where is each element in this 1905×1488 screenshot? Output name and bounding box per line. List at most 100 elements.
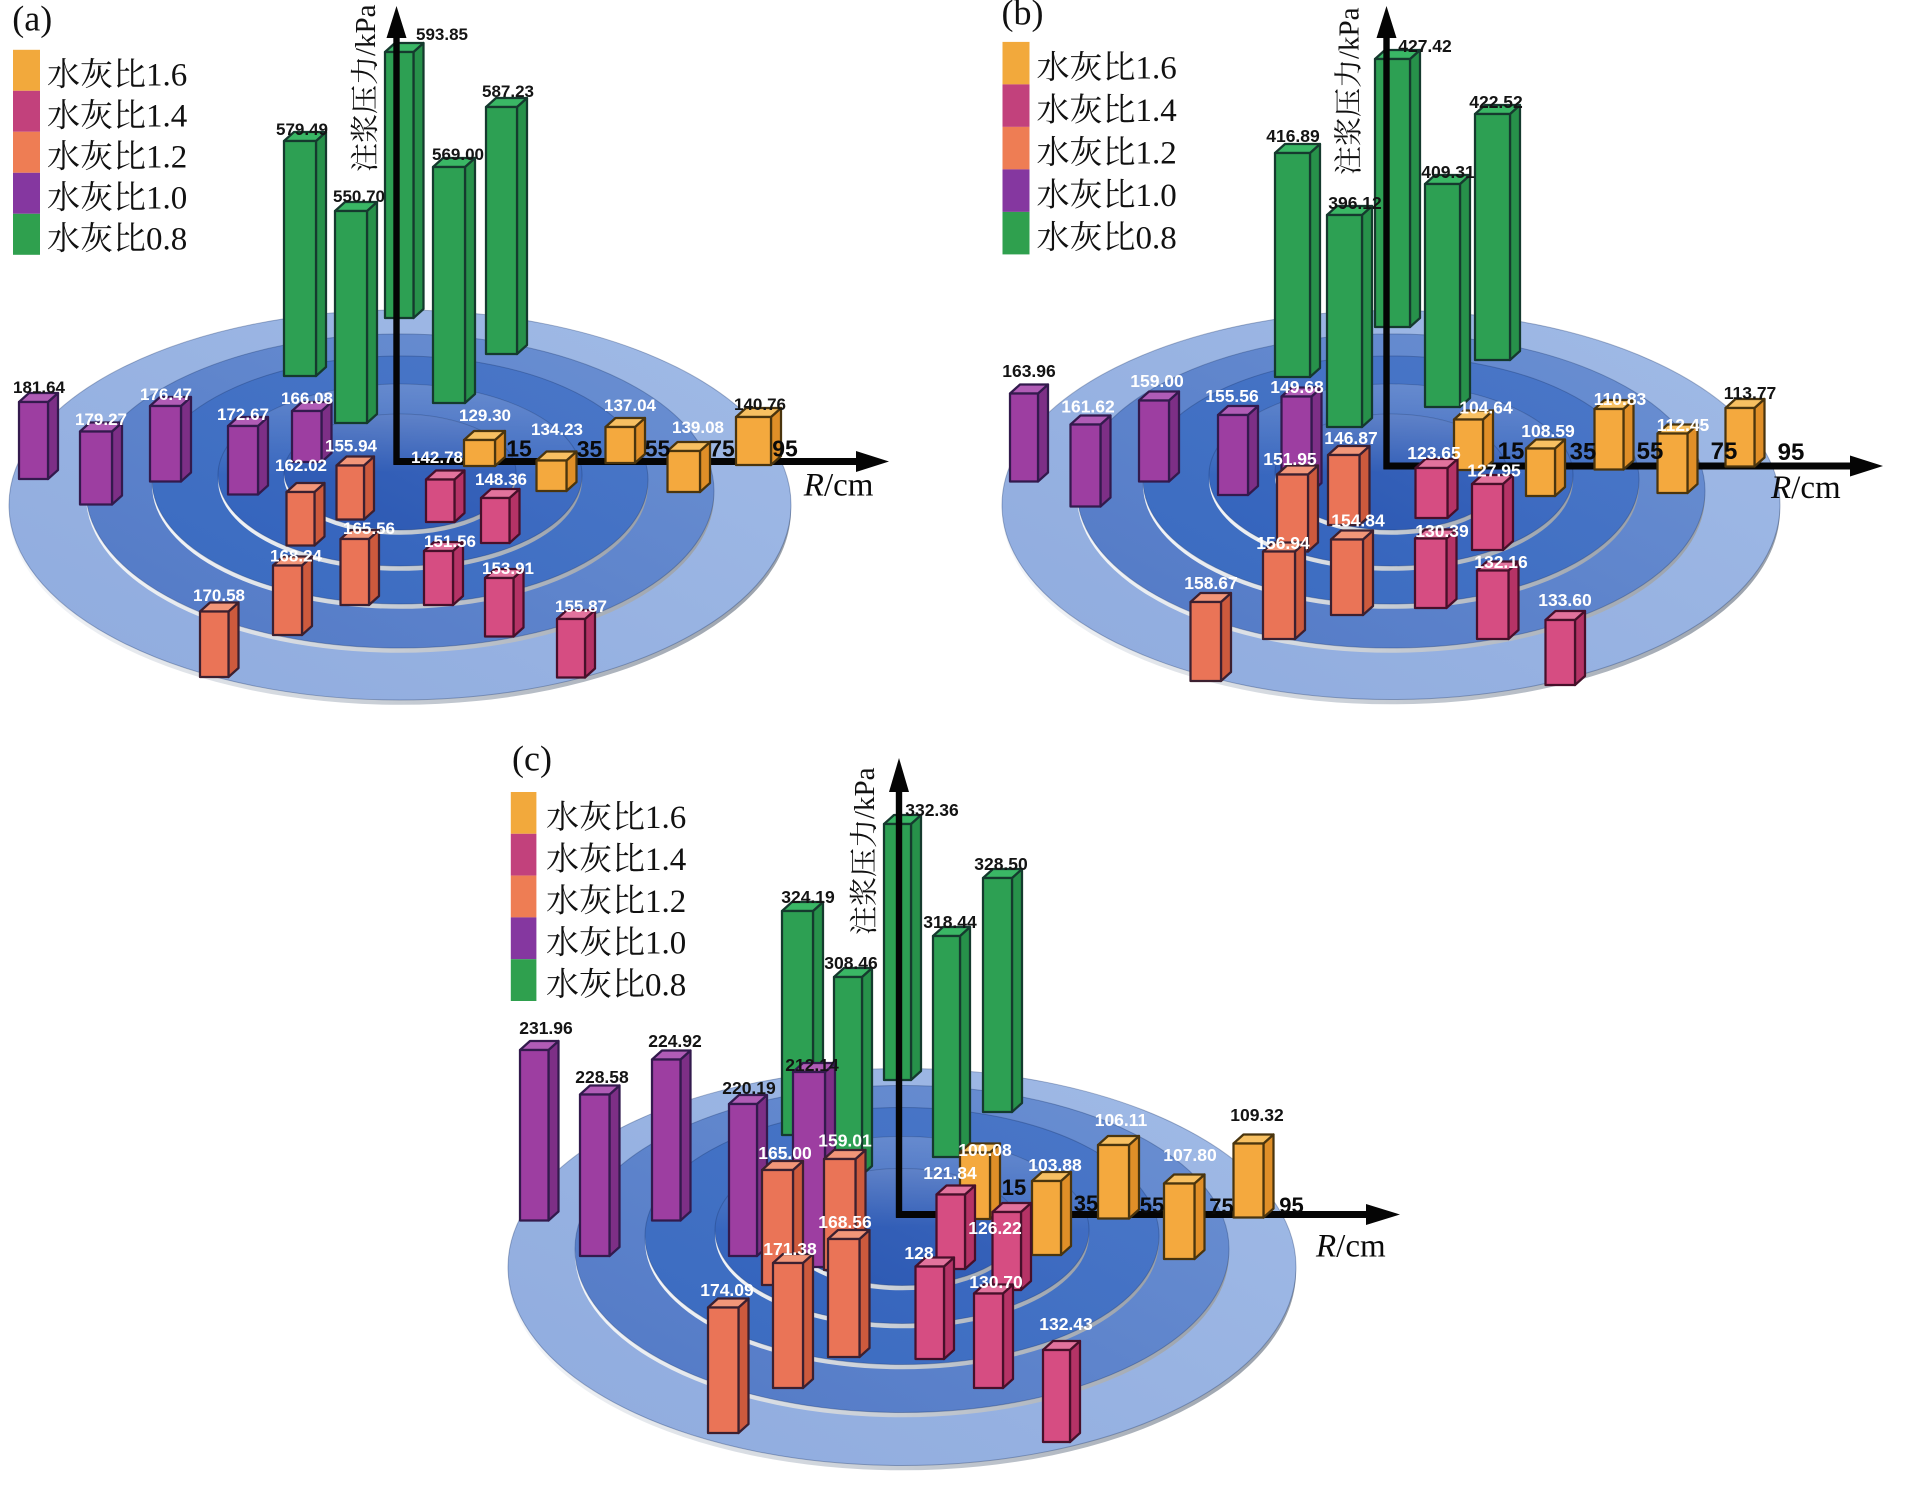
svg-text:55: 55 [1140, 1193, 1164, 1218]
svg-text:/kPa: /kPa [1334, 7, 1366, 59]
svg-text:550.70: 550.70 [333, 187, 385, 206]
svg-text:123.65: 123.65 [1407, 443, 1461, 463]
svg-text:106.11: 106.11 [1095, 1110, 1148, 1130]
svg-text:127.95: 127.95 [1467, 461, 1521, 481]
svg-text:324.19: 324.19 [781, 887, 835, 907]
svg-text:142.78: 142.78 [411, 448, 463, 467]
svg-text:0.8: 0.8 [645, 967, 686, 1003]
svg-text:168.24: 168.24 [270, 547, 323, 566]
svg-text:1.2: 1.2 [645, 884, 686, 920]
svg-text:1.0: 1.0 [1136, 178, 1177, 214]
svg-text:569.00: 569.00 [432, 145, 484, 164]
svg-text:0.8: 0.8 [1136, 221, 1177, 257]
svg-text:75: 75 [709, 436, 735, 462]
svg-text:/kPa: /kPa [849, 767, 881, 819]
svg-text:146.87: 146.87 [1324, 428, 1378, 448]
svg-text:121.84: 121.84 [923, 1163, 977, 1183]
svg-text:593.85: 593.85 [416, 25, 468, 44]
svg-text:55: 55 [645, 436, 671, 462]
svg-text:228.58: 228.58 [575, 1067, 629, 1087]
svg-text:161.62: 161.62 [1061, 397, 1115, 417]
svg-text:134.23: 134.23 [531, 420, 583, 439]
svg-text:15: 15 [506, 436, 532, 462]
svg-text:154.84: 154.84 [1331, 511, 1385, 531]
svg-text:113.77: 113.77 [1724, 383, 1777, 403]
svg-text:108.59: 108.59 [1521, 421, 1575, 441]
svg-text:1.6: 1.6 [645, 800, 686, 836]
svg-text:1.6: 1.6 [1136, 51, 1177, 87]
svg-text:155.56: 155.56 [1205, 386, 1259, 406]
svg-text:166.08: 166.08 [281, 389, 333, 408]
svg-text:100.08: 100.08 [958, 1140, 1012, 1160]
svg-text:(c): (c) [512, 739, 552, 779]
svg-text:104.64: 104.64 [1459, 398, 1513, 418]
svg-text:416.89: 416.89 [1266, 126, 1320, 146]
svg-text:95: 95 [772, 436, 798, 462]
svg-text:579.49: 579.49 [276, 120, 328, 139]
svg-text:179.27: 179.27 [75, 410, 127, 429]
svg-text:1.0: 1.0 [146, 181, 187, 217]
svg-text:75: 75 [1209, 1194, 1233, 1219]
svg-text:95: 95 [1778, 439, 1805, 466]
svg-text:168.56: 168.56 [818, 1212, 872, 1232]
svg-text:156.94: 156.94 [1256, 533, 1310, 553]
svg-text:170.58: 170.58 [193, 586, 245, 605]
svg-text:1.2: 1.2 [146, 140, 187, 176]
svg-text:332.36: 332.36 [905, 800, 959, 820]
svg-text:151.95: 151.95 [1263, 449, 1317, 469]
svg-text:427.42: 427.42 [1398, 36, 1452, 56]
svg-text:(a): (a) [12, 0, 52, 39]
svg-text:159.00: 159.00 [1130, 371, 1184, 391]
svg-text:103.88: 103.88 [1028, 1155, 1082, 1175]
svg-text:35: 35 [1570, 439, 1597, 466]
svg-text:174.09: 174.09 [700, 1280, 754, 1300]
svg-text:328.50: 328.50 [974, 854, 1028, 874]
svg-text:587.23: 587.23 [482, 82, 534, 101]
svg-text:35: 35 [577, 436, 603, 462]
svg-text:15: 15 [1498, 438, 1525, 465]
svg-text:/kPa: /kPa [350, 4, 382, 56]
svg-text:159.01: 159.01 [818, 1131, 872, 1151]
svg-text:151.56: 151.56 [424, 532, 476, 551]
svg-text:212.14: 212.14 [785, 1055, 839, 1075]
svg-text:(b): (b) [1002, 0, 1044, 33]
svg-text:155.87: 155.87 [555, 597, 607, 616]
svg-text:155.94: 155.94 [325, 437, 378, 456]
svg-text:95: 95 [1279, 1193, 1303, 1218]
svg-text:109.32: 109.32 [1230, 1105, 1284, 1125]
svg-text:140.76: 140.76 [734, 395, 786, 414]
svg-text:35: 35 [1074, 1191, 1098, 1216]
svg-text:171.38: 171.38 [763, 1239, 817, 1259]
svg-text:1.6: 1.6 [146, 58, 187, 94]
svg-text:112.45: 112.45 [1657, 415, 1710, 435]
svg-text:107.80: 107.80 [1163, 1145, 1217, 1165]
svg-text:132.43: 132.43 [1039, 1314, 1093, 1334]
svg-text:176.47: 176.47 [140, 385, 192, 404]
svg-text:172.67: 172.67 [217, 405, 269, 424]
svg-text:396.12: 396.12 [1328, 193, 1382, 213]
svg-text:220.19: 220.19 [722, 1078, 776, 1098]
svg-text:0.8: 0.8 [146, 222, 187, 258]
svg-text:75: 75 [1711, 438, 1738, 465]
svg-text:409.31: 409.31 [1421, 162, 1475, 182]
svg-text:126.22: 126.22 [968, 1218, 1022, 1238]
svg-text:110.83: 110.83 [1594, 389, 1647, 409]
svg-text:R/cm: R/cm [1770, 470, 1841, 506]
svg-text:55: 55 [1637, 438, 1664, 465]
svg-text:149.68: 149.68 [1270, 377, 1324, 397]
svg-text:422.52: 422.52 [1469, 92, 1523, 112]
svg-text:1.4: 1.4 [645, 842, 686, 878]
svg-text:132.16: 132.16 [1474, 552, 1528, 572]
svg-text:165.56: 165.56 [343, 519, 395, 538]
svg-text:1.4: 1.4 [1136, 93, 1177, 129]
svg-text:231.96: 231.96 [519, 1018, 573, 1038]
svg-text:137.04: 137.04 [604, 396, 657, 415]
svg-text:165.00: 165.00 [758, 1143, 812, 1163]
svg-text:133.60: 133.60 [1538, 590, 1592, 610]
svg-text:1.0: 1.0 [645, 926, 686, 962]
svg-text:129.30: 129.30 [459, 406, 511, 425]
svg-text:130.70: 130.70 [969, 1272, 1023, 1292]
svg-text:128: 128 [904, 1243, 933, 1263]
svg-text:181.64: 181.64 [13, 378, 66, 397]
svg-text:318.44: 318.44 [923, 912, 977, 932]
